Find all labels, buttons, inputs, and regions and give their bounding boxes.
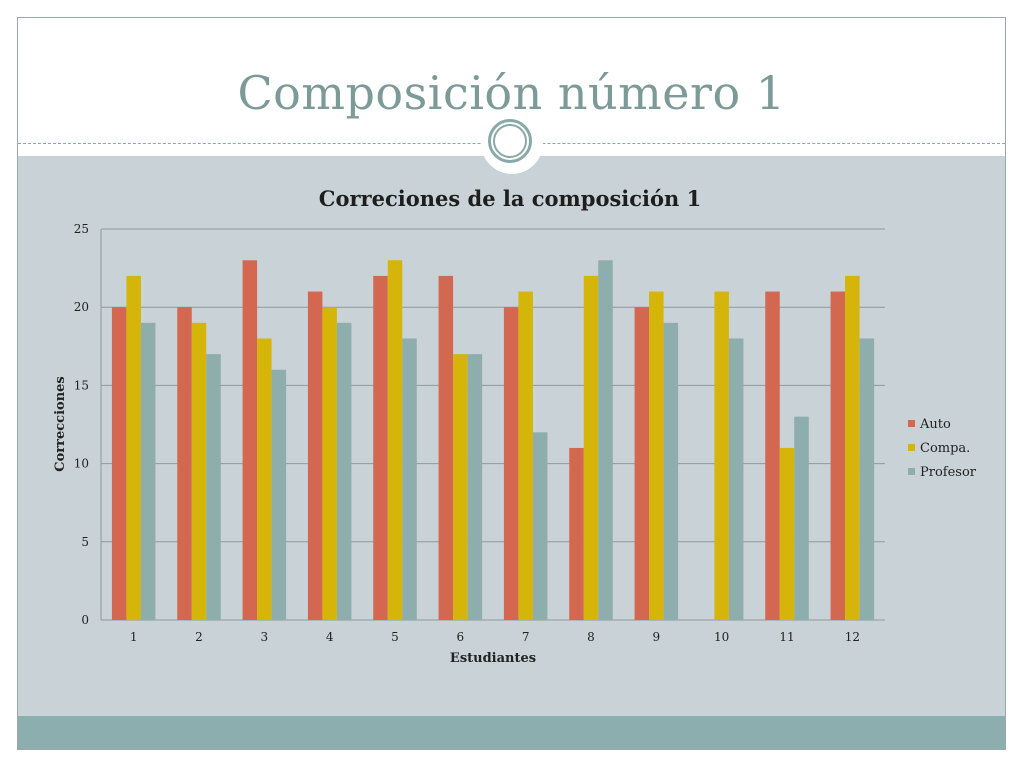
legend-label: Compa. xyxy=(920,441,970,456)
bar-compa-3 xyxy=(257,338,272,620)
x-tick-label: 3 xyxy=(261,630,269,644)
y-tick-label: 15 xyxy=(74,378,89,392)
footer-band xyxy=(18,716,1005,749)
x-tick-label: 5 xyxy=(391,630,399,644)
gridlines xyxy=(100,228,885,621)
bar-profesor-12 xyxy=(859,338,875,620)
bar-profesor-2 xyxy=(206,354,221,620)
y-tick-labels: 0 5 10 15 20 25 xyxy=(74,222,89,627)
x-tick-label: 12 xyxy=(845,630,860,644)
bar-auto-1 xyxy=(111,307,127,620)
legend-swatch xyxy=(908,444,915,451)
circle-ornament-inner xyxy=(493,124,527,158)
legend-swatch xyxy=(908,468,915,475)
y-tick-label: 0 xyxy=(81,613,89,627)
bar-profesor-7 xyxy=(532,432,548,620)
chart-title: Correciones de la composición 1 xyxy=(319,186,701,211)
bar-profesor-3 xyxy=(271,369,287,620)
x-tick-label: 10 xyxy=(714,630,729,644)
bar-profesor-8 xyxy=(598,260,613,620)
y-axis-title: Correcciones xyxy=(53,376,68,471)
bar-auto-12 xyxy=(830,291,846,620)
bar-auto-8 xyxy=(569,447,584,620)
x-tick-labels: 1 2 3 4 5 6 7 8 9 10 11 12 xyxy=(130,630,860,644)
x-tick-label: 7 xyxy=(522,630,530,644)
bar-compa-12 xyxy=(845,275,860,620)
bar-profesor-10 xyxy=(728,338,744,620)
x-tick-label: 2 xyxy=(195,630,203,644)
bar-compa-6 xyxy=(453,354,468,620)
bar-compa-4 xyxy=(322,307,337,620)
bar-auto-2 xyxy=(177,307,192,620)
bar-profesor-6 xyxy=(467,354,483,620)
bar-compa-1 xyxy=(126,275,141,620)
y-tick-label: 20 xyxy=(74,300,89,314)
bar-auto-7 xyxy=(503,307,519,620)
bar-profesor-9 xyxy=(663,322,679,620)
bar-profesor-5 xyxy=(402,338,417,620)
bar-compa-7 xyxy=(518,291,533,620)
bar-profesor-1 xyxy=(140,322,156,620)
bar-compa-2 xyxy=(191,322,207,620)
x-tick-label: 4 xyxy=(326,630,334,644)
bar-compa-8 xyxy=(583,275,599,620)
bar-auto-4 xyxy=(307,291,323,620)
x-tick-label: 6 xyxy=(457,630,465,644)
x-tick-label: 8 xyxy=(587,630,595,644)
legend-label: Profesor xyxy=(920,465,977,480)
slide-title: Composición número 1 xyxy=(237,66,786,120)
x-tick-label: 9 xyxy=(653,630,661,644)
bar-profesor-4 xyxy=(336,322,352,620)
bar-compa-9 xyxy=(649,291,664,620)
x-tick-label: 11 xyxy=(779,630,794,644)
x-tick-label: 1 xyxy=(130,630,138,644)
bar-compa-5 xyxy=(387,260,403,620)
bar-profesor-11 xyxy=(794,416,809,620)
x-axis-title: Estudiantes xyxy=(450,651,536,666)
bar-compa-11 xyxy=(779,447,795,620)
y-tick-label: 10 xyxy=(74,457,89,471)
legend-label: Auto xyxy=(919,417,951,432)
y-tick-label: 5 xyxy=(81,535,89,549)
bar-auto-9 xyxy=(634,307,650,620)
bar-auto-6 xyxy=(438,275,454,620)
legend-swatch xyxy=(908,420,915,427)
bars-group xyxy=(111,260,875,620)
bar-auto-11 xyxy=(765,291,780,620)
bar-auto-5 xyxy=(373,275,388,620)
legend: Auto Compa. Profesor xyxy=(908,417,977,480)
bar-auto-3 xyxy=(242,260,258,620)
y-tick-label: 25 xyxy=(74,222,89,236)
bar-compa-10 xyxy=(714,291,729,620)
